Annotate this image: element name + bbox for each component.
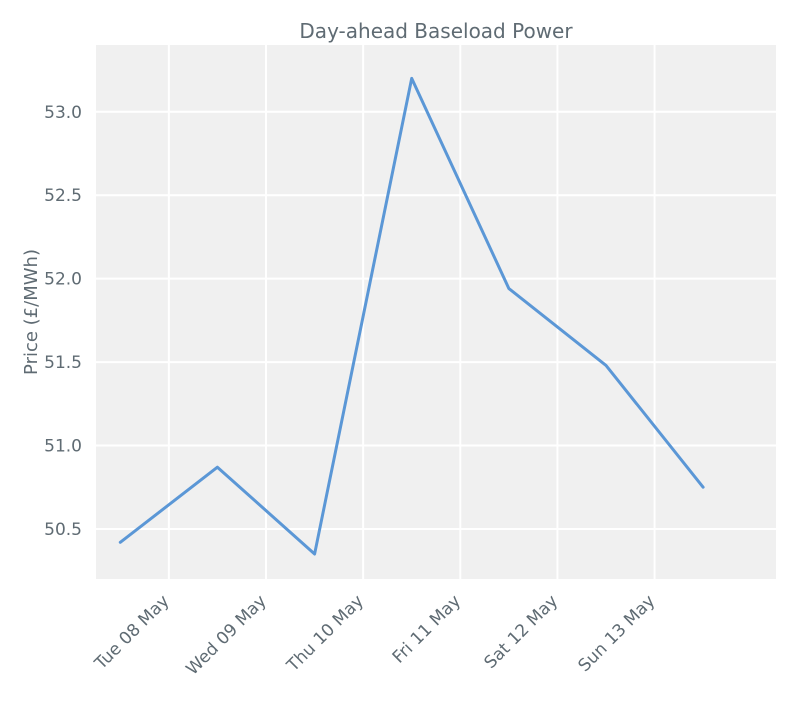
x-tick-label: Sat 12 May <box>480 591 562 673</box>
x-tick-label: Thu 10 May <box>283 591 368 676</box>
y-tick-label: 52.0 <box>44 270 82 290</box>
y-tick-label: 51.0 <box>44 437 82 457</box>
x-tick-label: Sun 13 May <box>574 591 659 676</box>
y-tick-label: 53.0 <box>44 103 82 123</box>
y-axis-ticks: 50.5 51.0 51.5 52.0 52.5 53.0 <box>44 103 82 540</box>
y-axis-label: Price (£/MWh) <box>21 249 42 375</box>
x-tick-label: Wed 09 May <box>183 591 271 679</box>
x-tick-label: Tue 08 May <box>90 591 173 674</box>
x-tick-label: Fri 11 May <box>389 591 465 667</box>
y-tick-label: 52.5 <box>44 186 82 206</box>
plot-background <box>96 45 776 579</box>
y-tick-label: 51.5 <box>44 353 82 373</box>
chart-title: Day-ahead Baseload Power <box>299 19 573 43</box>
y-tick-label: 50.5 <box>44 520 82 540</box>
